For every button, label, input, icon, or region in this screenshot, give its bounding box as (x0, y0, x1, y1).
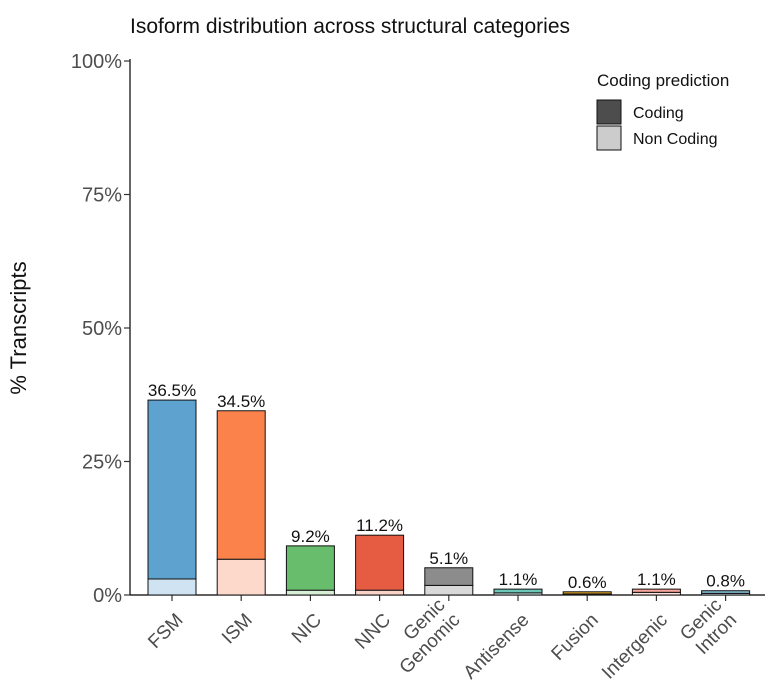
bar-coding (285, 545, 335, 591)
y-tick-label: 0% (93, 585, 122, 607)
y-tick-label: 100% (71, 51, 122, 73)
legend-label: Coding (633, 105, 684, 122)
y-tick-label: 75% (82, 185, 122, 207)
bar-total-label: 36.5% (148, 381, 196, 400)
bar-total-label: 5.1% (429, 549, 468, 568)
legend: Coding prediction Coding Non Coding (596, 71, 729, 151)
legend-title: Coding prediction (597, 71, 729, 90)
x-tick-label: Fusion (548, 610, 603, 665)
x-tick-label: NNC (351, 610, 395, 654)
bar-noncoding (216, 558, 266, 596)
bar-total-label: 1.1% (499, 570, 538, 589)
x-tick-label: Intergenic (598, 610, 672, 684)
x-tick-label: FSM (144, 610, 187, 653)
bar-noncoding (147, 578, 197, 596)
bar-coding (493, 588, 543, 594)
bar-total-label: 11.2% (356, 516, 403, 535)
legend-label: Non Coding (633, 131, 718, 148)
x-tick-label: Antisense (460, 610, 534, 684)
x-tick-label: GenicIntron (676, 595, 741, 660)
y-tick-label: 25% (82, 452, 122, 474)
bar-coding (424, 567, 474, 586)
bar-noncoding (285, 589, 335, 596)
bar-coding (147, 399, 197, 580)
x-tick-label: NIC (288, 610, 326, 648)
bar-noncoding (424, 584, 474, 596)
y-axis-label: % Transcripts (6, 261, 31, 394)
bar-noncoding (355, 589, 405, 596)
bar-total-label: 0.6% (568, 573, 607, 592)
chart-title: Isoform distribution across structural c… (130, 15, 570, 38)
x-tick-label: ISM (218, 610, 257, 649)
bar-total-label: 0.8% (706, 572, 745, 591)
x-tick-label: GenicGenomic (381, 595, 464, 678)
bar-coding (631, 588, 681, 593)
bar-total-label: 1.1% (637, 570, 676, 589)
legend-swatch (596, 125, 622, 151)
bar-total-label: 9.2% (291, 527, 330, 546)
bar-coding (701, 590, 751, 594)
y-axis: 0% 25% 50% 75% 100% (71, 51, 131, 607)
bar-total-label: 34.5% (217, 392, 265, 411)
legend-swatch (596, 99, 622, 125)
bar-coding (355, 534, 405, 591)
bar-coding (216, 410, 266, 560)
bars: 36.5% 34.5% 9.2% 11.2% 5.1% 1.1% 0.6% 1.1% 0.8% (147, 381, 751, 596)
bar-coding (562, 591, 612, 595)
y-tick-label: 50% (82, 318, 122, 340)
